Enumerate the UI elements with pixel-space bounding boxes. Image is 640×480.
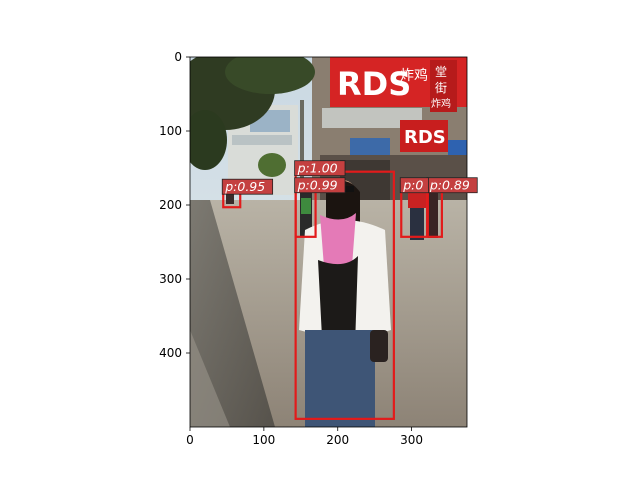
detection-label: p:0.99	[297, 178, 338, 193]
sign-chinese-3: 街	[435, 81, 447, 95]
detection-label: p:0.89	[429, 178, 470, 193]
detection-label-bg	[294, 177, 346, 194]
detection-label-bg	[221, 178, 274, 195]
sign-store: RDS	[404, 127, 446, 148]
sign-chinese-4: 炸鸡	[431, 97, 451, 110]
y-axis: 0 100 200 300 400	[159, 50, 190, 360]
y-tick-label: 300	[159, 272, 182, 286]
y-tick-label: 100	[159, 124, 182, 138]
sign-main: RDS	[337, 65, 411, 103]
y-tick-label: 400	[159, 346, 182, 360]
x-tick-label: 0	[186, 433, 194, 447]
sign-chinese-2: 堂	[435, 65, 447, 79]
detection-label: p:1.00	[297, 161, 338, 176]
y-tick-label: 0	[174, 50, 182, 64]
sign-chinese-1: 炸鸡	[400, 67, 428, 84]
detection-label-bg	[399, 177, 429, 194]
street-photo: RDS 炸鸡 堂 街 炸鸡 RDS	[190, 57, 467, 427]
y-tick-label: 200	[159, 198, 182, 212]
x-axis: 0 100 200 300	[186, 427, 423, 447]
axes-frame	[189, 56, 468, 428]
detection-label: p:0	[402, 178, 423, 193]
detections: p:1.00 p:0.99 p:0.95 p:0.89 p:0	[221, 160, 478, 420]
detection-label: p:0.95	[224, 179, 265, 194]
detection-label-bg	[294, 160, 346, 177]
x-tick-label: 300	[400, 433, 423, 447]
x-tick-label: 200	[326, 433, 349, 447]
x-tick-label: 100	[252, 433, 275, 447]
